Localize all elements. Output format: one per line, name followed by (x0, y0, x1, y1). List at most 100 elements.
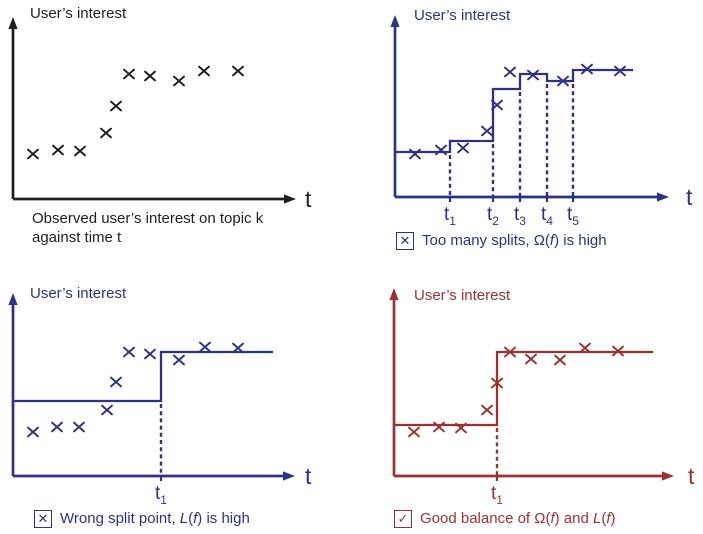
data-point-cross (504, 66, 516, 78)
cross-stroke (52, 144, 64, 156)
data-point-cross (232, 342, 244, 354)
data-point-cross (579, 342, 591, 354)
data-point-cross (51, 421, 63, 433)
data-point-cross (232, 65, 244, 77)
data-point-cross (123, 346, 135, 358)
cross-stroke (110, 376, 122, 388)
cross-stroke (455, 422, 467, 434)
panel-caption: ✕ Too many splits, Ω(f) is high (396, 231, 607, 250)
y-axis-title: User’s interest (414, 287, 511, 304)
cross-stroke (100, 127, 112, 139)
data-point-cross (74, 145, 86, 157)
cross-stroke (433, 421, 445, 433)
cross-stroke (614, 65, 626, 77)
step-function-line (395, 68, 633, 154)
caption-text: Good balance of Ω(f) and L(f) (420, 510, 616, 527)
data-point-cross (457, 142, 469, 154)
plot-good-balance (389, 288, 674, 481)
cross-stroke (579, 342, 591, 354)
plot-too-many-splits (390, 15, 669, 202)
cross-stroke (525, 353, 537, 365)
cross-stroke (491, 377, 503, 389)
cross-stroke (581, 63, 593, 75)
data-point-cross (527, 69, 539, 81)
x-box-icon: ✕ (396, 231, 414, 250)
panel-caption: Observed user’s interest on topic k again… (32, 209, 263, 247)
y-axis-title: User’s interest (414, 7, 511, 24)
data-point-cross (581, 63, 593, 75)
panel-caption: ✓ Good balance of Ω(f) and L(f) (394, 509, 616, 528)
plot-observed-data (8, 17, 296, 204)
cross-stroke (491, 99, 503, 111)
cross-stroke (51, 421, 63, 433)
data-point-cross (481, 404, 493, 416)
cross-stroke (481, 125, 493, 137)
cross-stroke (144, 348, 156, 360)
cross-stroke (123, 68, 135, 80)
cross-stroke (457, 142, 469, 154)
cross-stroke (612, 345, 624, 357)
cross-stroke (504, 346, 516, 358)
cross-stroke (144, 70, 156, 82)
panel-wrong-split-point: t t1 User’s interest ✕ Wrong split point, … (0, 267, 352, 534)
data-point-cross (27, 426, 39, 438)
data-point-cross (73, 421, 85, 433)
cross-stroke (232, 65, 244, 77)
data-point-cross (110, 100, 122, 112)
cross-stroke (554, 354, 566, 366)
data-point-cross (455, 422, 467, 434)
cross-stroke (198, 65, 210, 77)
data-point-cross (199, 341, 211, 353)
cross-stroke (173, 354, 185, 366)
panel-observed-data: t User’s interest Observed user’s intere… (0, 0, 352, 267)
panel-too-many-splits: t t1 t2 t3 t4 t5 User’s interest ✕ Too many sp… (352, 0, 703, 267)
panel-good-balance: t t1 User’s interest ✓ Good balance of Ω(f… (352, 267, 703, 534)
data-point-cross (481, 125, 493, 137)
data-point-cross (123, 68, 135, 80)
data-point-cross (198, 65, 210, 77)
cross-stroke (27, 426, 39, 438)
data-point-cross (433, 421, 445, 433)
caption-text: Observed user’s interest on topic k again… (32, 210, 264, 246)
cross-stroke (73, 421, 85, 433)
x-axis-arrow-icon (284, 194, 296, 204)
y-axis-title: User’s interest (30, 285, 127, 302)
data-point-cross (557, 75, 569, 87)
cross-stroke (409, 148, 421, 160)
cross-stroke (527, 69, 539, 81)
cross-stroke (481, 404, 493, 416)
cross-stroke (435, 144, 447, 156)
step-function-line (13, 350, 273, 403)
cross-stroke (74, 145, 86, 157)
data-point-cross (101, 404, 113, 416)
x-axis-arrow-icon (657, 192, 669, 202)
data-point-cross (173, 354, 185, 366)
plot-wrong-split-point (8, 293, 295, 481)
data-point-cross (554, 354, 566, 366)
cross-stroke (557, 75, 569, 87)
data-point-cross (52, 144, 64, 156)
cross-stroke (123, 346, 135, 358)
x-axis-arrow-icon (662, 471, 674, 481)
y-axis-arrow-icon (390, 15, 400, 27)
data-point-cross (504, 346, 516, 358)
cross-stroke (173, 75, 185, 87)
data-point-cross (409, 148, 421, 160)
cross-stroke (110, 100, 122, 112)
x-axis-arrow-icon (283, 471, 295, 481)
data-point-cross (408, 426, 420, 438)
caption-text: Too many splits, Ω(f) is high (422, 232, 607, 249)
data-point-cross (100, 127, 112, 139)
data-point-cross (491, 377, 503, 389)
cross-stroke (199, 341, 211, 353)
cross-stroke (101, 404, 113, 416)
data-point-cross (110, 376, 122, 388)
y-axis-title: User’s interest (30, 5, 127, 22)
y-axis-arrow-icon (8, 17, 18, 29)
data-point-cross (491, 99, 503, 111)
data-point-cross (435, 144, 447, 156)
y-axis-arrow-icon (8, 293, 18, 305)
data-point-cross (173, 75, 185, 87)
data-point-cross (144, 348, 156, 360)
